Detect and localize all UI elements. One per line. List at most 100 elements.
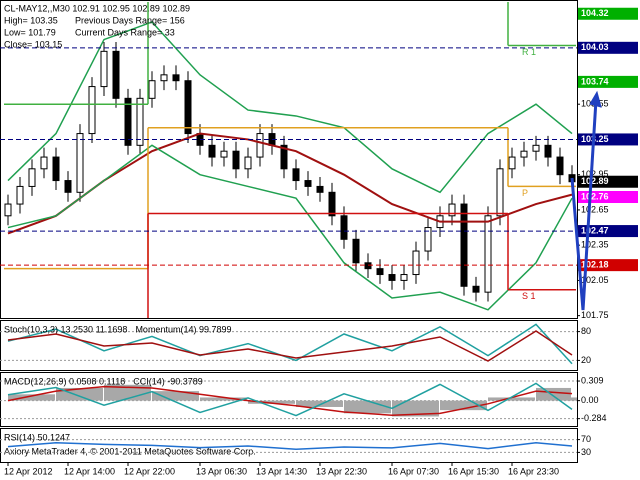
y-tick-label: -0.284 bbox=[581, 413, 607, 423]
candle-body bbox=[376, 268, 384, 276]
panel-frame bbox=[0, 372, 578, 427]
candle-body bbox=[124, 97, 132, 146]
forecast-arrowhead bbox=[589, 90, 602, 108]
candle-body bbox=[88, 86, 96, 135]
annotation: Current Days Range= 33 bbox=[75, 27, 175, 37]
annotation: Low= 101.79 bbox=[4, 27, 56, 37]
pivot-label: R 1 bbox=[522, 47, 536, 57]
overlay-line bbox=[7, 21, 573, 194]
candle-body bbox=[112, 50, 120, 99]
histogram-bar bbox=[152, 391, 199, 401]
candle-body bbox=[520, 150, 528, 158]
level-label: 102.47 bbox=[581, 225, 609, 235]
candle-body bbox=[292, 168, 300, 182]
candle-body bbox=[412, 250, 420, 276]
histogram-bar bbox=[344, 400, 391, 414]
candle-body bbox=[388, 274, 396, 281]
candle-body bbox=[28, 168, 36, 187]
pivot-label: P bbox=[522, 188, 528, 198]
indicator-label: Momentum(14) 99.7899 bbox=[135, 324, 231, 334]
x-tick-label: 16 Apr 07:30 bbox=[388, 466, 439, 476]
level-label: 104.32 bbox=[581, 8, 609, 18]
y-tick-label: 102.35 bbox=[581, 240, 609, 250]
candle-body bbox=[136, 97, 144, 146]
y-tick-label: 20 bbox=[581, 355, 591, 365]
histogram-bar bbox=[392, 400, 439, 417]
candle-body bbox=[364, 262, 372, 270]
histogram-bar bbox=[566, 397, 577, 401]
histogram-bar bbox=[8, 394, 55, 401]
annotation: High= 103.35 bbox=[4, 15, 58, 25]
y-tick-label: 101.75 bbox=[581, 310, 609, 320]
indicator-label: MACD(12,26,9) 0.0508 0.1118 bbox=[4, 376, 125, 386]
y-tick-label: 80 bbox=[581, 326, 591, 336]
forecast-arrow bbox=[570, 99, 598, 311]
indicator-line bbox=[7, 323, 573, 365]
candle-body bbox=[352, 238, 360, 264]
indicator-line bbox=[7, 442, 573, 450]
candle-body bbox=[280, 144, 288, 170]
x-tick-label: 13 Apr 06:30 bbox=[196, 466, 247, 476]
panel-frame bbox=[0, 320, 578, 371]
y-tick-label: 30 bbox=[581, 447, 591, 457]
histogram-bar bbox=[440, 400, 487, 411]
candle-body bbox=[508, 156, 516, 170]
x-tick-label: 16 Apr 15:30 bbox=[448, 466, 499, 476]
level-box bbox=[578, 7, 638, 20]
y-tick-label: 0.309 bbox=[581, 375, 604, 385]
candle-body bbox=[496, 168, 504, 217]
indicator-line bbox=[7, 385, 573, 416]
indicator-line bbox=[7, 330, 573, 362]
level-label: 104.03 bbox=[581, 42, 609, 52]
candle-body bbox=[460, 203, 468, 287]
candle-body bbox=[4, 203, 12, 217]
indicator-line bbox=[7, 382, 573, 417]
candle-body bbox=[52, 156, 60, 182]
level-box bbox=[578, 191, 638, 204]
candle-body bbox=[472, 285, 480, 293]
panel-frame bbox=[0, 428, 578, 463]
y-tick-label: 102.65 bbox=[581, 204, 609, 214]
candle-body bbox=[328, 191, 336, 217]
x-tick-label: 12 Apr 22:00 bbox=[124, 466, 175, 476]
candle-body bbox=[400, 274, 408, 281]
level-box bbox=[578, 225, 638, 238]
candle-body bbox=[208, 144, 216, 158]
y-tick-label: 70 bbox=[581, 434, 591, 444]
candle-body bbox=[40, 156, 48, 170]
indicator-label: CCI(14) -90.3789 bbox=[133, 376, 203, 386]
candle-body bbox=[148, 80, 156, 99]
candle-body bbox=[16, 185, 24, 205]
candle-body bbox=[316, 185, 324, 193]
panel-frame bbox=[0, 0, 578, 319]
candle-body bbox=[244, 156, 252, 170]
candle-body bbox=[544, 144, 552, 158]
overlay-line bbox=[7, 144, 573, 311]
candle-body bbox=[484, 215, 492, 293]
indicator-label: RSI(14) 50.1247 bbox=[4, 432, 70, 442]
candle-body bbox=[424, 227, 432, 252]
level-box bbox=[578, 75, 638, 88]
candle-body bbox=[556, 156, 564, 176]
annotation: Close= 103.15 bbox=[4, 39, 62, 49]
level-box bbox=[578, 41, 638, 54]
histogram-bar bbox=[296, 400, 343, 407]
credit: Axiory MetaTrader 4, © 2001-2011 MetaQuo… bbox=[4, 446, 256, 456]
candle-body bbox=[172, 74, 180, 82]
x-tick-label: 12 Apr 14:00 bbox=[64, 466, 115, 476]
x-tick-label: 13 Apr 22:30 bbox=[316, 466, 367, 476]
level-label: 102.76 bbox=[581, 191, 609, 201]
histogram-bar bbox=[248, 400, 295, 404]
annotation: Previous Days Range= 156 bbox=[75, 15, 185, 25]
candle-body bbox=[100, 50, 108, 88]
candle-body bbox=[448, 203, 456, 217]
y-tick-label: 102.05 bbox=[581, 275, 609, 285]
x-tick-label: 16 Apr 23:30 bbox=[508, 466, 559, 476]
histogram-bar bbox=[536, 387, 571, 401]
candle-body bbox=[304, 180, 312, 187]
candle-body bbox=[220, 150, 228, 158]
candle-body bbox=[232, 150, 240, 170]
candle-body bbox=[256, 133, 264, 158]
